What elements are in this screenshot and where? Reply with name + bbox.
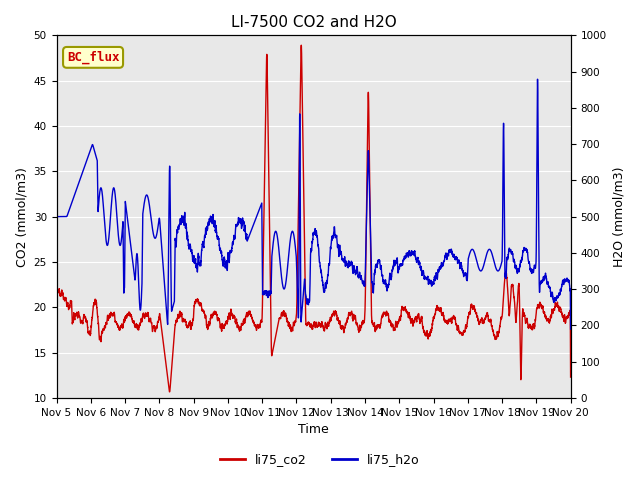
X-axis label: Time: Time [298,423,329,436]
Legend: li75_co2, li75_h2o: li75_co2, li75_h2o [215,448,425,471]
li75_h2o [534,76,541,82]
li75_co2 [387,321,395,326]
Y-axis label: CO2 (mmol/m3): CO2 (mmol/m3) [15,167,28,266]
Text: BC_flux: BC_flux [67,51,119,64]
li75_h2o [387,276,395,282]
li75_h2o [476,266,483,272]
li75_h2o [436,265,444,271]
Line: li75_h2o: li75_h2o [56,79,571,329]
Y-axis label: H2O (mmol/m3): H2O (mmol/m3) [612,167,625,267]
li75_co2 [249,318,257,324]
li75_co2 [476,322,483,327]
Title: LI-7500 CO2 and H2O: LI-7500 CO2 and H2O [230,15,396,30]
li75_co2 [567,374,575,380]
li75_h2o [361,280,369,286]
li75_co2 [361,310,369,315]
li75_co2 [52,390,60,396]
li75_h2o [146,206,154,212]
li75_h2o [249,223,257,229]
li75_h2o [567,326,575,332]
li75_h2o [52,304,60,310]
Line: li75_co2: li75_co2 [56,45,571,393]
li75_co2 [436,309,444,314]
li75_co2 [146,316,154,322]
li75_co2 [298,42,305,48]
